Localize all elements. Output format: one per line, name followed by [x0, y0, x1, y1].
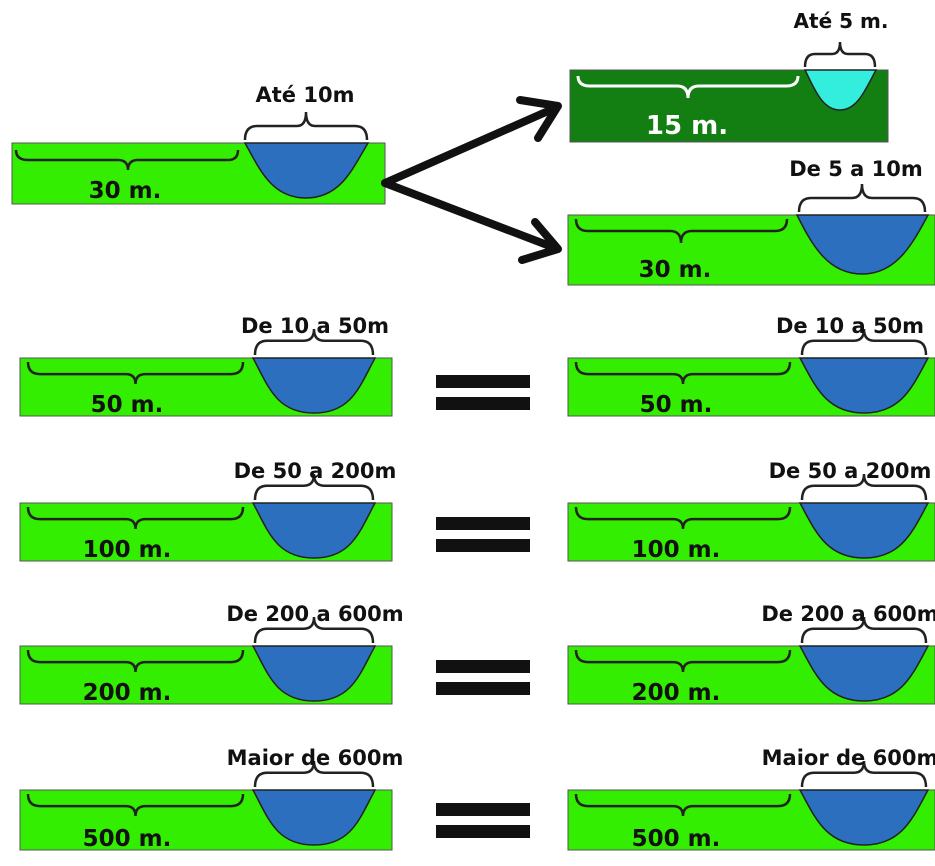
river-channel	[243, 142, 370, 199]
split-arrows	[381, 96, 562, 264]
margin-brace	[576, 75, 800, 99]
river-width-label: De 200 a 600m	[761, 602, 935, 626]
river-channel	[251, 645, 377, 702]
equals-bar	[436, 539, 530, 552]
equals-bar	[436, 517, 530, 530]
margin-brace	[574, 218, 789, 244]
equals-bar	[436, 397, 530, 410]
panel-top-right-lower: De 5 a 10m 30 m.	[567, 157, 935, 286]
margin-brace	[26, 793, 245, 817]
margin-width-label: 200 m.	[632, 680, 721, 706]
panel-top-right-small: Até 5 m. 15 m.	[569, 9, 889, 143]
margin-brace	[574, 793, 792, 817]
river-channel	[798, 789, 930, 846]
margin-width-label: 100 m.	[632, 537, 721, 563]
river-width-label: De 50 a 200m	[769, 459, 932, 483]
margin-brace	[574, 649, 792, 673]
river-width-label: De 200 a 600m	[226, 602, 403, 626]
river-channel	[798, 502, 930, 559]
river-width-label: Maior de 600m	[762, 746, 935, 770]
river-width-brace	[243, 111, 369, 141]
river-channel	[798, 357, 930, 414]
margin-brace	[26, 506, 245, 530]
river-channel	[798, 645, 930, 702]
river-width-label: Maior de 600m	[227, 746, 404, 770]
river-width-brace	[253, 473, 375, 501]
equals-bar	[436, 682, 530, 695]
equivalence-row: Maior de 600m 500 m. Maior de 600m 500 m.	[19, 746, 935, 852]
margin-brace	[574, 506, 792, 530]
equals-sign-icon	[436, 660, 530, 695]
margin-width-label: 30 m.	[89, 178, 162, 204]
arrow-up-head-icon	[516, 96, 562, 142]
equals-sign-icon	[436, 517, 530, 552]
arrow-up-shaft	[381, 104, 559, 187]
arrow-down-shaft	[381, 179, 559, 252]
river-channel	[251, 789, 377, 846]
equals-sign-icon	[436, 803, 530, 838]
equals-bar	[436, 660, 530, 673]
margin-width-label: 50 m.	[91, 392, 164, 418]
margin-brace	[26, 361, 245, 385]
river-channel	[251, 502, 377, 559]
margin-width-label: 100 m.	[83, 537, 172, 563]
river-width-label: De 50 a 200m	[234, 459, 397, 483]
river-width-label: De 10 a 50m	[241, 314, 389, 338]
equals-bar	[436, 825, 530, 838]
river-width-brace	[800, 760, 928, 788]
margin-brace	[26, 649, 245, 673]
river-width-label: Até 5 m.	[794, 9, 889, 33]
river-width-brace	[803, 41, 877, 68]
equivalence-row: De 200 a 600m 200 m. De 200 a 600m 200 m.	[19, 602, 935, 706]
river-width-label: De 10 a 50m	[776, 314, 924, 338]
river-channel	[251, 357, 377, 414]
margin-width-label: 200 m.	[83, 680, 172, 706]
equivalence-row: De 10 a 50m 50 m. De 10 a 50m 50 m.	[19, 314, 935, 418]
equals-bar	[436, 803, 530, 816]
river-width-brace	[800, 616, 928, 644]
river-width-brace	[253, 760, 375, 788]
river-width-brace	[800, 328, 928, 356]
river-width-brace	[797, 183, 927, 213]
river-width-brace	[253, 616, 375, 644]
equivalence-row: De 50 a 200m 100 m. De 50 a 200m 100 m.	[19, 459, 935, 563]
margin-width-label: 15 m.	[646, 111, 728, 141]
river-width-label: De 5 a 10m	[789, 157, 923, 181]
equals-sign-icon	[436, 375, 530, 410]
panel-top-left: Até 10m 30 m.	[11, 83, 386, 205]
river-channel	[795, 214, 930, 275]
river-width-brace	[253, 328, 375, 356]
equals-bar	[436, 375, 530, 388]
river-width-label: Até 10m	[256, 83, 355, 107]
margin-brace	[574, 361, 792, 385]
river-width-brace	[800, 473, 928, 501]
margin-width-label: 30 m.	[639, 257, 712, 283]
margin-brace	[14, 149, 240, 171]
margin-width-label: 500 m.	[632, 826, 721, 852]
arrow-down-head-icon	[518, 218, 562, 264]
equivalence-rows: De 10 a 50m 50 m. De 10 a 50m 50 m. De 50 a …	[19, 314, 935, 852]
margin-width-label: 50 m.	[640, 392, 713, 418]
river-channel-small	[803, 69, 878, 111]
margin-width-label: 500 m.	[83, 826, 172, 852]
